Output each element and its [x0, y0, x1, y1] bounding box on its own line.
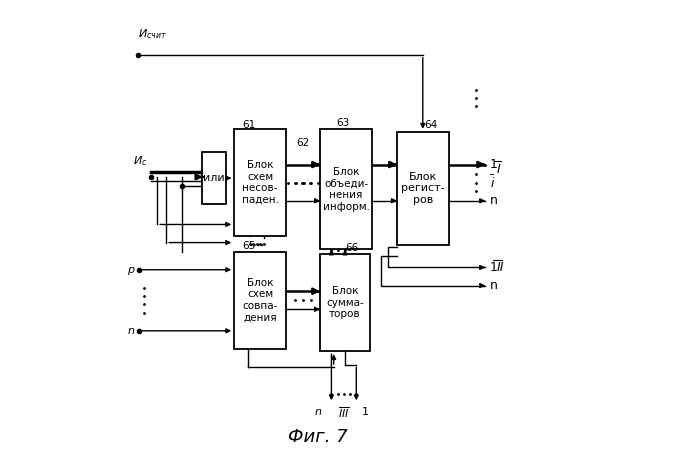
Text: I: I	[496, 163, 500, 175]
Text: Блок
регист-
ров: Блок регист- ров	[401, 172, 445, 205]
Bar	[234, 251, 286, 349]
Bar	[203, 152, 226, 204]
Text: 64: 64	[424, 120, 438, 130]
Text: 65: 65	[243, 241, 256, 251]
Text: Блок
схем
совпа-
дения: Блок схем совпа- дения	[243, 278, 278, 322]
Bar	[320, 130, 372, 249]
Text: Фиг. 7: Фиг. 7	[288, 428, 347, 446]
Text: $\bar{i}$: $\bar{i}$	[490, 174, 496, 191]
Text: 61: 61	[243, 120, 256, 130]
Text: Блок
объеди-
нения
информ.: Блок объеди- нения информ.	[323, 167, 370, 212]
Text: 62: 62	[296, 138, 310, 148]
Text: Блок
схем
несов-
паден.: Блок схем несов- паден.	[242, 160, 279, 205]
Bar	[234, 130, 286, 236]
Text: 1: 1	[490, 158, 498, 171]
Text: или: или	[203, 173, 225, 183]
Text: $\overline{III}$: $\overline{III}$	[338, 405, 350, 420]
Text: n: n	[490, 279, 498, 292]
Bar	[397, 132, 449, 245]
Text: p: p	[127, 265, 135, 275]
Text: II: II	[496, 261, 504, 274]
Bar	[320, 254, 370, 351]
Text: n: n	[315, 407, 322, 417]
Text: $И_{счит}$: $И_{счит}$	[138, 27, 167, 41]
Text: n: n	[128, 326, 135, 336]
Text: 66: 66	[345, 243, 358, 253]
Text: 1: 1	[490, 261, 498, 274]
Text: 63: 63	[336, 118, 350, 128]
Text: $И_с$: $И_с$	[134, 154, 147, 168]
Text: 1: 1	[362, 407, 369, 417]
Text: n: n	[490, 194, 498, 207]
Text: Блок
сумма-
торов: Блок сумма- торов	[326, 286, 364, 319]
